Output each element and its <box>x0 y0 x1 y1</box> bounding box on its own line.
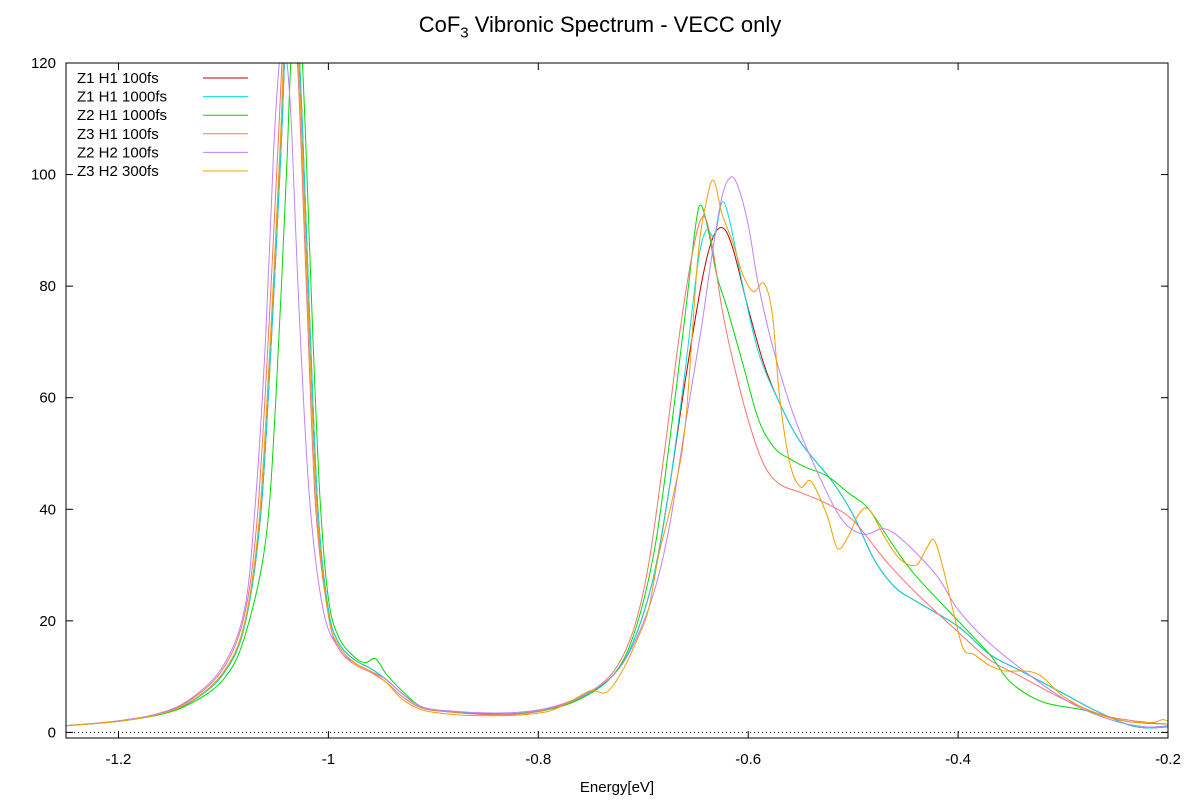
y-tick-label: 0 <box>48 724 56 741</box>
y-tick-label: 40 <box>39 501 56 518</box>
series-line-2 <box>66 63 1168 727</box>
x-tick-label: -0.4 <box>945 751 971 768</box>
series-line-1 <box>66 63 1168 729</box>
legend-label: Z3 H2 300fs <box>77 163 159 180</box>
x-tick-label: -1.2 <box>106 751 132 768</box>
plot-frame <box>65 62 1169 739</box>
y-tick-label: 60 <box>39 390 56 407</box>
series-line-3 <box>66 63 1168 727</box>
x-tick-label: -0.6 <box>735 751 761 768</box>
y-tick-label: 80 <box>39 278 56 295</box>
x-tick-label: -1 <box>322 751 335 768</box>
series-line-4 <box>66 63 1168 728</box>
chart-title: CoF3 Vibronic Spectrum - VECC only <box>0 12 1200 41</box>
y-tick-label: 100 <box>31 167 56 184</box>
x-tick-label: -0.8 <box>525 751 551 768</box>
legend-label: Z2 H2 100fs <box>77 144 159 161</box>
x-tick-label: -0.2 <box>1155 751 1181 768</box>
title-subscript: 3 <box>460 24 469 42</box>
x-axis-label: Energy[eV] <box>580 779 654 796</box>
title-suffix: Vibronic Spectrum - VECC only <box>468 12 782 37</box>
legend-label: Z3 H1 100fs <box>77 126 159 143</box>
legend-label: Z1 H1 1000fs <box>77 89 167 106</box>
series-line-5 <box>66 63 1168 727</box>
series-line-0 <box>66 63 1168 729</box>
title-prefix: CoF <box>418 12 461 37</box>
legend-label: Z2 H1 1000fs <box>77 107 167 124</box>
y-tick-label: 20 <box>39 613 56 630</box>
y-tick-label: 120 <box>31 55 56 72</box>
legend-label: Z1 H1 100fs <box>77 70 159 87</box>
